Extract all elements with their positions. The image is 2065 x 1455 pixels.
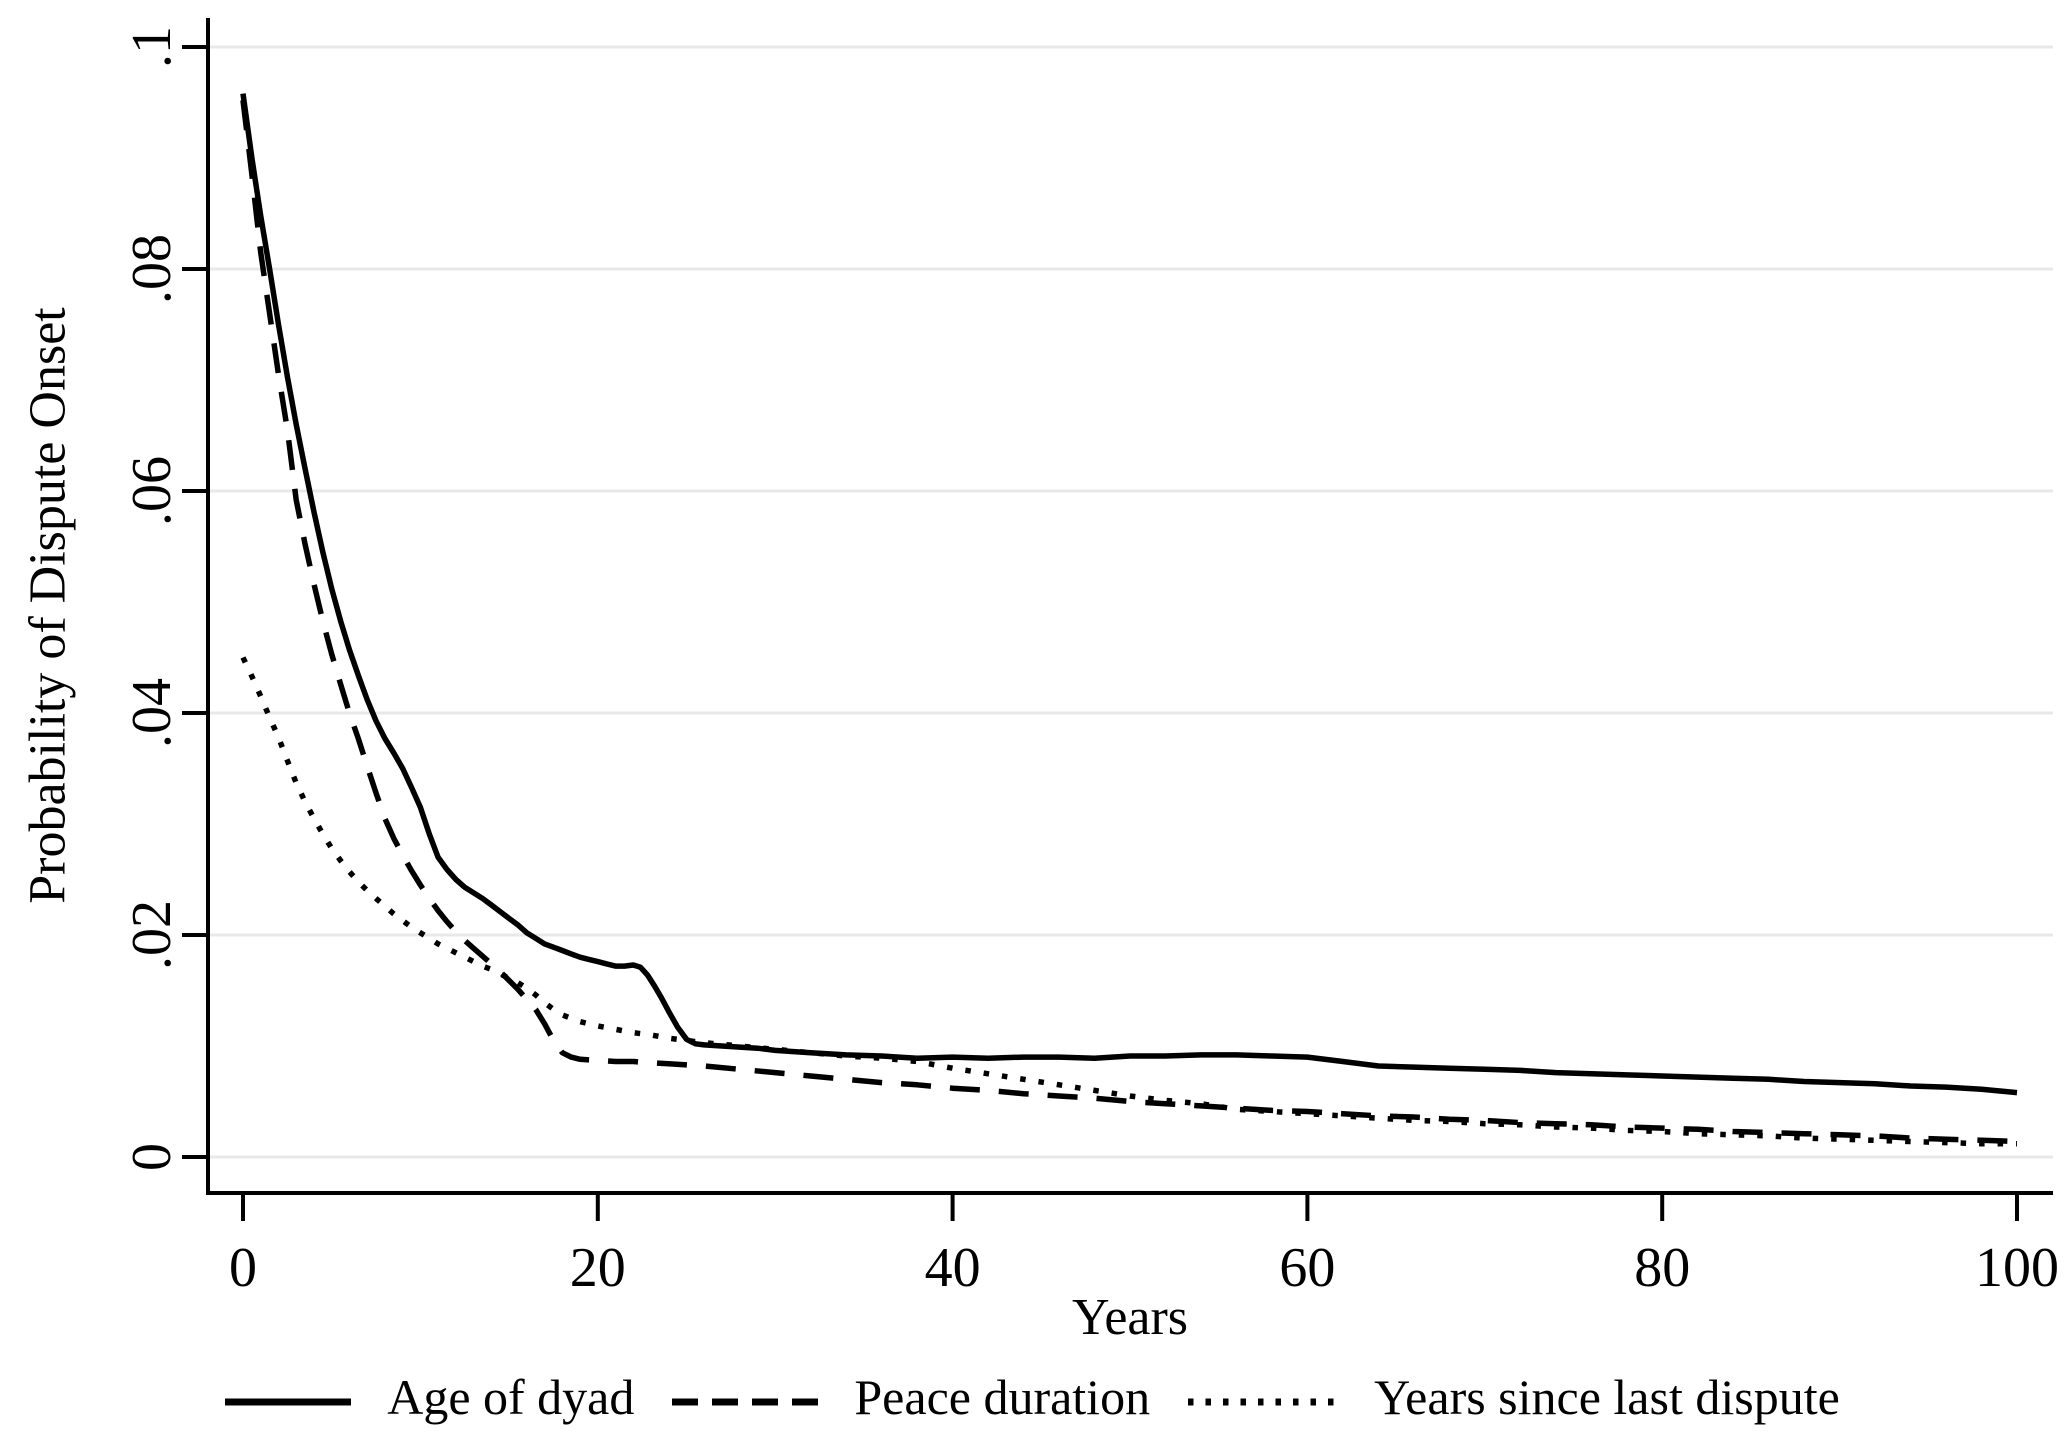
solid-line-swatch-icon [225,1389,352,1406]
series-line-dashed [240,99,2018,1145]
x-axis-title: Years [1071,1289,1189,1346]
legend-item-years-since-last-dispute: Years since last dispute [1188,1368,1840,1426]
y-tick-label-0: 0 [121,1143,183,1171]
y-tick-label-.06: .06 [121,456,183,526]
x-tick-label-40: 40 [925,1237,981,1299]
legend-label-years-since-last-dispute: Years since last dispute [1374,1369,1840,1425]
x-tick-label-60: 60 [1279,1237,1335,1299]
legend-label-peace-duration: Peace duration [854,1369,1151,1425]
series-line-dotted [240,656,2017,1147]
series-lines [240,93,2018,1147]
x-tick-label-0: 0 [229,1237,257,1299]
y-axis-title: Probability of Dispute Onset [19,307,77,904]
x-tick-label-80: 80 [1634,1237,1690,1299]
x-tick-label-20: 20 [570,1237,626,1299]
dashed-line-swatch-icon [672,1389,819,1406]
legend-item-peace-duration: Peace duration [672,1368,1150,1426]
legend-item-age-of-dyad: Age of dyad [225,1368,634,1426]
axes [206,18,2053,1195]
x-tick-label-100: 100 [1975,1237,2059,1299]
legend-label-age-of-dyad: Age of dyad [387,1369,635,1425]
series-line-solid [240,93,2018,1096]
tick-marks [182,45,2019,1221]
y-tick-label-.02: .02 [121,900,183,970]
y-tick-label-.08: .08 [121,234,183,304]
tick-labels: 0 .02 .04 .06 .08 .1 0 20 40 60 80 100 [121,26,2059,1299]
y-tick-label-.04: .04 [121,678,183,748]
y-tick-label-.1: .1 [121,26,183,68]
gridlines [208,45,2053,1159]
dotted-line-swatch-icon [1188,1389,1339,1406]
legend: Age of dyad Peace duration Years since l… [0,1368,2065,1426]
